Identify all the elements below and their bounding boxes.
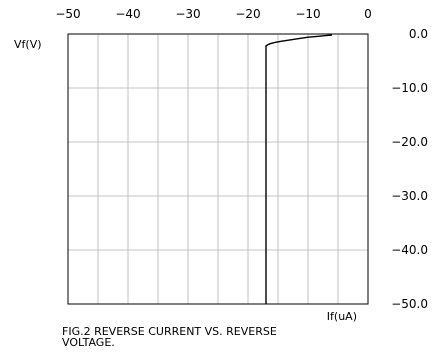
y-tick-label: 0.0 xyxy=(409,27,428,41)
y-tick-label: −10.0 xyxy=(391,81,428,95)
y-tick-label: −20.0 xyxy=(391,135,428,149)
y-tick-labels: 0.0 −10.0 −20.0 −30.0 −40.0 −50.0 xyxy=(391,27,428,311)
x-tick-label: −20 xyxy=(235,7,260,21)
x-tick-label: −40 xyxy=(115,7,140,21)
y-tick-label: −40.0 xyxy=(391,243,428,257)
y-tick-label: −30.0 xyxy=(391,189,428,203)
x-axis-label: If(uA) xyxy=(327,310,357,323)
plot-frame xyxy=(67,33,369,305)
grid xyxy=(68,34,368,304)
x-tick-label: −10 xyxy=(295,7,320,21)
y-axis-label: Vf(V) xyxy=(14,38,42,51)
x-tick-label: 0 xyxy=(364,7,372,21)
series-line xyxy=(265,34,333,304)
caption-line-2: VOLTAGE. xyxy=(62,336,115,349)
x-tick-label: −50 xyxy=(55,7,80,21)
caption-line-1: FIG.2 REVERSE CURRENT VS. REVERSE xyxy=(62,325,277,338)
y-tick-label: −50.0 xyxy=(391,297,428,311)
x-tick-label: −30 xyxy=(175,7,200,21)
figure-caption: FIG.2 REVERSE CURRENT VS. REVERSE VOLTAG… xyxy=(62,326,362,348)
x-tick-labels: −50 −40 −30 −20 −10 0 xyxy=(55,7,371,21)
